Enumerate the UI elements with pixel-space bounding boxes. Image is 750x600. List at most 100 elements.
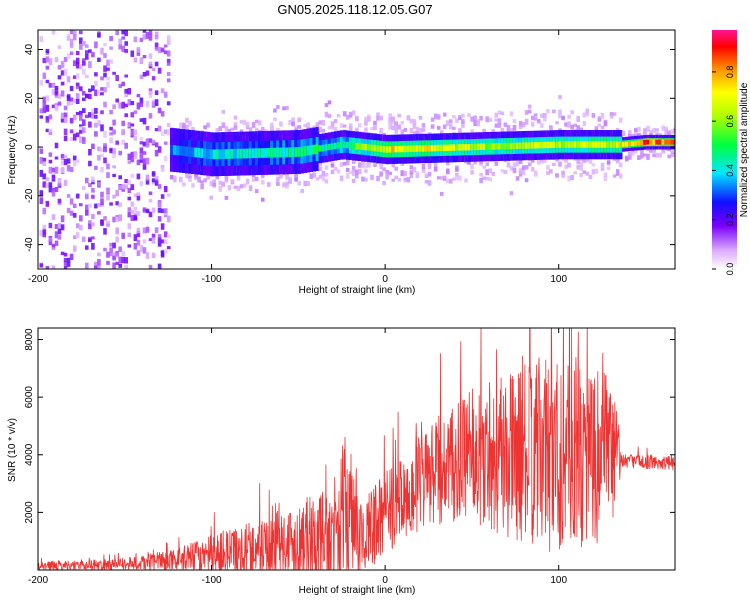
heatmap-cell	[582, 170, 587, 174]
heatmap-cell	[370, 174, 374, 181]
heatmap-cell	[609, 141, 614, 148]
heatmap-cell	[42, 106, 47, 113]
heatmap-cell	[45, 182, 50, 188]
heatmap-cell	[57, 179, 62, 184]
heatmap-cell	[145, 143, 150, 148]
heatmap-cell	[154, 35, 159, 40]
heatmap-cell	[106, 172, 110, 178]
heatmap-cell	[127, 123, 132, 128]
x-tick-label: 100	[550, 274, 567, 285]
heatmap-cell	[97, 57, 101, 62]
heatmap-cell	[106, 195, 110, 201]
top-plot-frame	[37, 29, 676, 270]
heatmap-cell	[530, 115, 535, 121]
heatmap-cell	[139, 245, 144, 253]
heatmap-cell	[145, 227, 150, 233]
heatmap-cell	[358, 143, 362, 150]
heatmap-cell	[424, 180, 429, 184]
heatmap-cell	[118, 214, 122, 222]
heatmap-cell	[157, 241, 162, 247]
heatmap-cell	[555, 141, 559, 148]
heatmap-cell	[79, 124, 83, 128]
heatmap-cell	[439, 130, 444, 137]
x-tick-label: -100	[202, 274, 222, 285]
heatmap-cell	[54, 240, 59, 246]
heatmap-cell	[142, 227, 147, 234]
heatmap-cell	[39, 263, 44, 268]
heatmap-cell	[97, 211, 101, 215]
heatmap-cell	[148, 113, 153, 119]
heatmap-cell	[509, 128, 514, 132]
heatmap-cell	[303, 146, 307, 156]
heatmap-cell	[364, 143, 368, 151]
heatmap-cell	[355, 172, 359, 179]
heatmap-cell	[637, 133, 641, 137]
heatmap-cell	[124, 30, 128, 37]
heatmap-cell	[482, 130, 486, 134]
heatmap-cell	[303, 180, 307, 187]
heatmap-cell	[142, 55, 147, 59]
heatmap-cell	[585, 141, 590, 148]
heatmap-cell	[324, 144, 329, 151]
snr-panel: -200 -100 0 100 2000 4000 6000 8000 Height of s…	[7, 327, 676, 596]
heatmap-cell	[373, 120, 377, 125]
heatmap-cell	[130, 112, 135, 118]
heatmap-cell	[600, 162, 605, 168]
heatmap-cell	[121, 188, 125, 192]
heatmap-cell	[260, 148, 265, 158]
heatmap-cell	[42, 181, 47, 188]
heatmap-cell	[245, 121, 250, 128]
heatmap-cell	[618, 141, 623, 148]
heatmap-cell	[300, 146, 304, 157]
heatmap-cell	[415, 171, 420, 177]
heatmap-cell	[100, 191, 104, 198]
heatmap-cell	[488, 168, 493, 174]
heatmap-cell	[439, 176, 444, 180]
heatmap-cell	[391, 162, 395, 168]
heatmap-cell	[512, 167, 517, 174]
heatmap-cell	[75, 159, 80, 164]
heatmap-cell	[82, 138, 86, 144]
heatmap-cell	[612, 112, 617, 116]
heatmap-cell	[497, 122, 502, 128]
heatmap-cell	[439, 191, 444, 196]
heatmap-cell	[91, 188, 95, 193]
heatmap-cell	[455, 167, 459, 172]
heatmap-cell	[276, 176, 280, 182]
colorbar-tick-label: 0.6	[725, 115, 735, 128]
heatmap-cell	[163, 231, 168, 238]
heatmap-cell	[421, 168, 426, 174]
heatmap-cell	[521, 169, 526, 175]
heatmap-cell	[124, 41, 128, 46]
heatmap-cell	[88, 160, 92, 167]
heatmap-cell	[409, 165, 414, 170]
heatmap-cell	[115, 140, 119, 145]
heatmap-cell	[100, 219, 104, 225]
heatmap-cell	[236, 185, 241, 192]
colorbar-gradient	[712, 30, 737, 269]
heatmap-cell	[273, 147, 277, 158]
heatmap-cell	[385, 174, 389, 180]
heatmap-cell	[188, 120, 192, 127]
heatmap-cell	[327, 126, 332, 130]
heatmap-cell	[130, 123, 135, 127]
heatmap-cell	[130, 215, 135, 221]
heatmap-cell	[100, 124, 104, 132]
heatmap-cell	[142, 247, 147, 254]
heatmap-cell	[661, 139, 665, 145]
heatmap-cell	[79, 203, 83, 207]
heatmap-cell	[157, 263, 162, 269]
heatmap-cell	[485, 143, 489, 150]
heatmap-cell	[103, 228, 107, 235]
heatmap-cell	[388, 113, 392, 119]
heatmap-cell	[652, 154, 656, 158]
heatmap-cell	[151, 173, 156, 177]
heatmap-cell	[136, 47, 141, 53]
heatmap-cell	[194, 174, 198, 180]
heatmap-cell	[79, 30, 83, 35]
heatmap-cell	[433, 113, 438, 120]
heatmap-cell	[163, 91, 168, 96]
heatmap-cell	[163, 156, 168, 162]
heatmap-cell	[60, 224, 65, 231]
heatmap-cell	[51, 82, 56, 88]
